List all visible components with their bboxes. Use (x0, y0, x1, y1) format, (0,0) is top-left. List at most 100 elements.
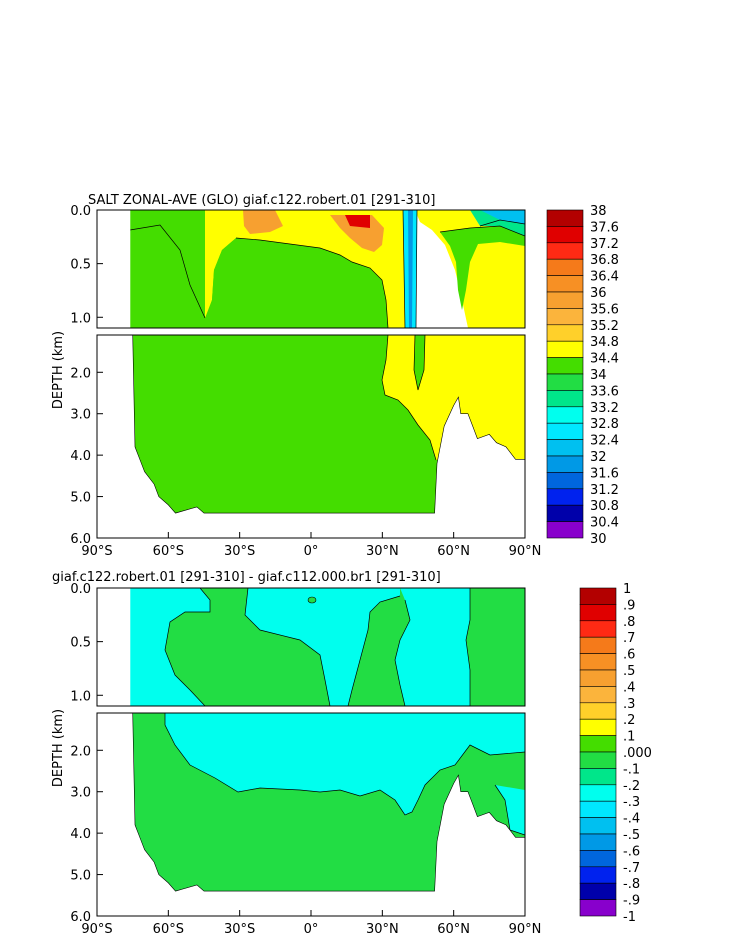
colorbar-swatch (579, 718, 617, 736)
y-tick-label: 1.0 (70, 311, 91, 326)
colorbar-label: 33.6 (590, 384, 619, 399)
y-tick-label: 3.0 (70, 786, 91, 801)
difference-fill-cyan-mid (165, 713, 525, 815)
colorbar-label: .7 (623, 631, 635, 646)
difference-contour-line (347, 595, 401, 706)
x-tick-label: 60°S (153, 544, 184, 559)
colorbar-swatch (579, 850, 617, 868)
upper-panel-frame (96, 587, 526, 707)
colorbar-label: 31.6 (590, 466, 619, 481)
ocean-floor-mask (97, 713, 525, 916)
colorbar-swatch (579, 669, 617, 687)
colorbar-swatch (579, 604, 617, 622)
colorbar-swatch (579, 587, 617, 605)
colorbar-label: -.3 (623, 795, 640, 810)
y-tick-label: 3.0 (70, 408, 91, 423)
salinity-fill-green-north (440, 226, 525, 310)
chart-title: giaf.c122.robert.01 [291-310] - giaf.c11… (52, 570, 441, 585)
x-tick-label: 90°N (509, 544, 542, 559)
colorbar-swatch (546, 439, 584, 457)
difference-contour-line (307, 596, 317, 604)
colorbar-label: 36 (590, 286, 607, 301)
salinity-fill-arctic-fresh (480, 210, 525, 224)
salinity-contour-line (129, 224, 206, 319)
colorbar-label: -1 (623, 910, 636, 925)
colorbar-label: .000 (623, 746, 652, 761)
y-tick-label: 5.0 (70, 869, 91, 884)
x-tick-label: 90°S (81, 922, 112, 937)
colorbar-label: -.6 (623, 844, 640, 859)
colorbar-swatch (546, 373, 584, 391)
ocean-floor-mask (97, 335, 525, 538)
difference-fill-cyan-tropics (245, 588, 400, 706)
colorbar-swatch (579, 899, 617, 917)
colorbar-label: -.1 (623, 762, 640, 777)
salinity-contour-line (439, 225, 525, 237)
colorbar-label: 30 (590, 532, 607, 547)
colorbar-label: 34 (590, 368, 607, 383)
colorbar-label: 36.4 (590, 270, 619, 285)
y-ticks-upper: 0.0 0.5 1.0 (70, 204, 103, 326)
y-tick-label: 2.0 (70, 366, 91, 381)
colorbar-swatch (579, 702, 617, 720)
y-ticks-lower: 2.0 3.0 4.0 5.0 6.0 (70, 744, 103, 925)
y-tick-label: 4.0 (70, 827, 91, 842)
lower-panel-fills (97, 335, 525, 538)
colorbar-swatch (546, 226, 584, 244)
x-tick-label: 60°N (437, 922, 470, 937)
y-tick-label: 5.0 (70, 491, 91, 506)
colorbar-label: .9 (623, 598, 635, 613)
colorbar-swatch (579, 784, 617, 802)
difference-fill-cyan-north (395, 588, 470, 706)
ocean-floor-edge (97, 713, 525, 892)
y-ticks-upper: 0.0 0.5 1.0 (70, 582, 103, 704)
colorbar-label: 31.2 (590, 483, 619, 498)
ocean-floor-edge (97, 335, 525, 514)
colorbar-swatch (546, 308, 584, 326)
salinity-fill-fresh-core (408, 210, 413, 328)
colorbar-label: 38 (590, 204, 607, 219)
colorbar-label: -.9 (623, 894, 640, 909)
colorbar-swatch (579, 768, 617, 786)
colorbar-label: 32.4 (590, 434, 619, 449)
colorbar-label: -.8 (623, 877, 640, 892)
y-tick-label: 0.0 (70, 204, 91, 219)
x-tick-label: 60°N (437, 544, 470, 559)
difference-contour-line (244, 588, 331, 706)
colorbar-swatch (546, 324, 584, 342)
colorbar-swatch (546, 406, 584, 424)
y-tick-label: 6.0 (70, 532, 91, 547)
salinity-contour-line (479, 219, 525, 227)
colorbar-label: .6 (623, 648, 635, 663)
y-tick-label: 2.0 (70, 744, 91, 759)
colorbar-label: 36.8 (590, 253, 619, 268)
colorbar-swatch (579, 866, 617, 884)
x-ticks: 90°S 60°S 30°S 0° 30°N 60°N 90°N (81, 532, 541, 559)
colorbar-swatch (546, 472, 584, 490)
colorbar: 1.9.8.7.6.5.4.3.2.1.000-.1-.2-.3-.4-.5-.… (579, 582, 652, 925)
colorbar-label: 37.6 (590, 220, 619, 235)
x-tick-label: 90°S (81, 544, 112, 559)
colorbar-swatch (546, 390, 584, 408)
difference-fill-cyan-south (125, 588, 210, 706)
x-tick-label: 0° (304, 922, 319, 937)
difference-contour-line (494, 784, 525, 836)
colorbar-label: .4 (623, 680, 635, 695)
colorbar-label: 34.4 (590, 352, 619, 367)
colorbar-label: -.4 (623, 812, 640, 827)
y-tick-label: 1.0 (70, 689, 91, 704)
salinity-contour-line (413, 335, 426, 391)
y-axis-label: DEPTH (km) (51, 709, 66, 787)
upper-panel-fills (97, 210, 525, 328)
colorbar-label: .2 (623, 713, 635, 728)
x-tick-label: 30°N (366, 544, 399, 559)
x-tick-label: 30°N (366, 922, 399, 937)
salinity-contour-line (381, 335, 437, 461)
upper-panel-fills (97, 588, 525, 706)
salinity-fill-orange-core (243, 210, 283, 234)
y-axis-label: DEPTH (km) (51, 331, 66, 409)
colorbar-label: 30.4 (590, 516, 619, 531)
colorbar-swatch (579, 833, 617, 851)
y-ticks-lower: 2.0 3.0 4.0 5.0 6.0 (70, 366, 103, 547)
x-tick-label: 90°N (509, 922, 542, 937)
